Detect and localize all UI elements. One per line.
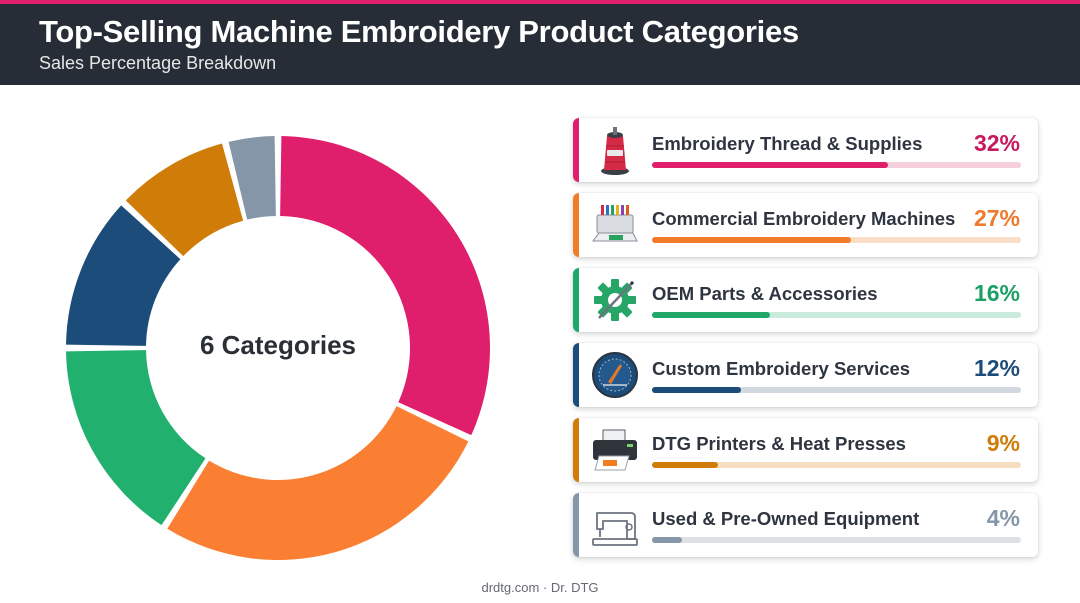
progress-fill <box>652 537 682 543</box>
progress-fill <box>652 387 741 393</box>
card-label: Commercial Embroidery Machines <box>652 208 956 229</box>
progress-track <box>652 537 1021 543</box>
progress-track <box>652 312 1021 318</box>
card-accent <box>573 268 579 332</box>
legend-card-services: Custom Embroidery Services 12% <box>573 343 1038 407</box>
card-percent: 9% <box>986 430 1020 456</box>
page-subtitle: Sales Percentage Breakdown <box>39 53 277 73</box>
sewing-machine-icon <box>592 512 638 546</box>
card-label: DTG Printers & Heat Presses <box>652 433 906 454</box>
progress-fill <box>652 462 719 468</box>
card-label: Embroidery Thread & Supplies <box>652 133 923 154</box>
footer-credit: drdtg.com · Dr. DTG <box>481 580 599 595</box>
legend-card-dtg-printers: DTG Printers & Heat Presses 9% <box>573 418 1038 482</box>
progress-fill <box>652 237 852 243</box>
legend-card-used-equipment: Used & Pre-Owned Equipment 4% <box>573 493 1038 557</box>
donut-slice-3 <box>66 350 206 526</box>
progress-fill <box>652 162 889 168</box>
progress-track <box>652 162 1021 168</box>
donut-slice-5 <box>125 143 244 257</box>
card-accent <box>573 193 579 257</box>
card-label: OEM Parts & Accessories <box>652 283 878 304</box>
header-bar: Top-Selling Machine Embroidery Product C… <box>0 0 1080 85</box>
card-label: Used & Pre-Owned Equipment <box>652 508 920 529</box>
progress-track <box>652 237 1021 243</box>
donut-slice-2 <box>167 406 469 560</box>
progress-fill <box>652 312 771 318</box>
donut-center-label: 6 Categories <box>199 330 357 360</box>
legend-card-machines: Commercial Embroidery Machines 27% <box>573 193 1038 257</box>
progress-track <box>652 387 1021 393</box>
card-accent <box>573 493 579 557</box>
donut-slice-1 <box>280 136 490 436</box>
card-label: Custom Embroidery Services <box>652 358 911 379</box>
thread-spool-icon <box>601 127 629 175</box>
gear-needle-icon <box>594 279 636 321</box>
progress-track <box>652 462 1021 468</box>
embroidery-badge-icon <box>592 352 638 398</box>
legend-card-thread: Embroidery Thread & Supplies 32% <box>573 118 1038 182</box>
printer-icon <box>593 429 637 471</box>
card-percent: 12% <box>973 355 1020 381</box>
card-percent: 4% <box>986 505 1020 531</box>
card-percent: 32% <box>973 130 1020 156</box>
card-accent <box>573 118 579 182</box>
donut-slice-6 <box>228 136 276 220</box>
embroidery-machine-icon <box>592 205 638 242</box>
card-percent: 16% <box>973 280 1020 306</box>
legend-card-oem-parts: OEM Parts & Accessories 16% <box>573 268 1038 332</box>
card-accent <box>573 418 579 482</box>
donut-slice-4 <box>66 205 181 346</box>
page-title: Top-Selling Machine Embroidery Product C… <box>39 14 799 49</box>
card-percent: 27% <box>973 205 1020 231</box>
donut-chart <box>66 136 490 560</box>
card-accent <box>573 343 579 407</box>
